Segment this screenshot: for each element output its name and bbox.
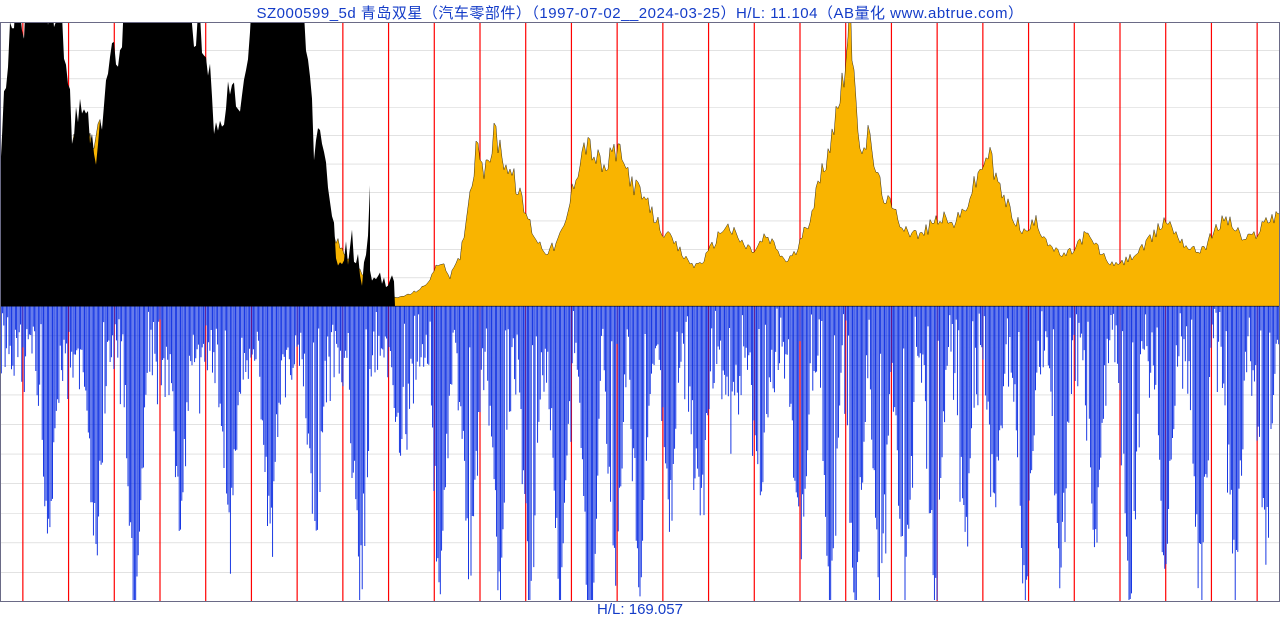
chart-title: SZ000599_5d 青岛双星（汽车零部件）（1997-07-02__2024… — [0, 2, 1280, 23]
chart-footer: H/L: 169.057 — [0, 601, 1280, 618]
stock-chart — [0, 22, 1280, 602]
